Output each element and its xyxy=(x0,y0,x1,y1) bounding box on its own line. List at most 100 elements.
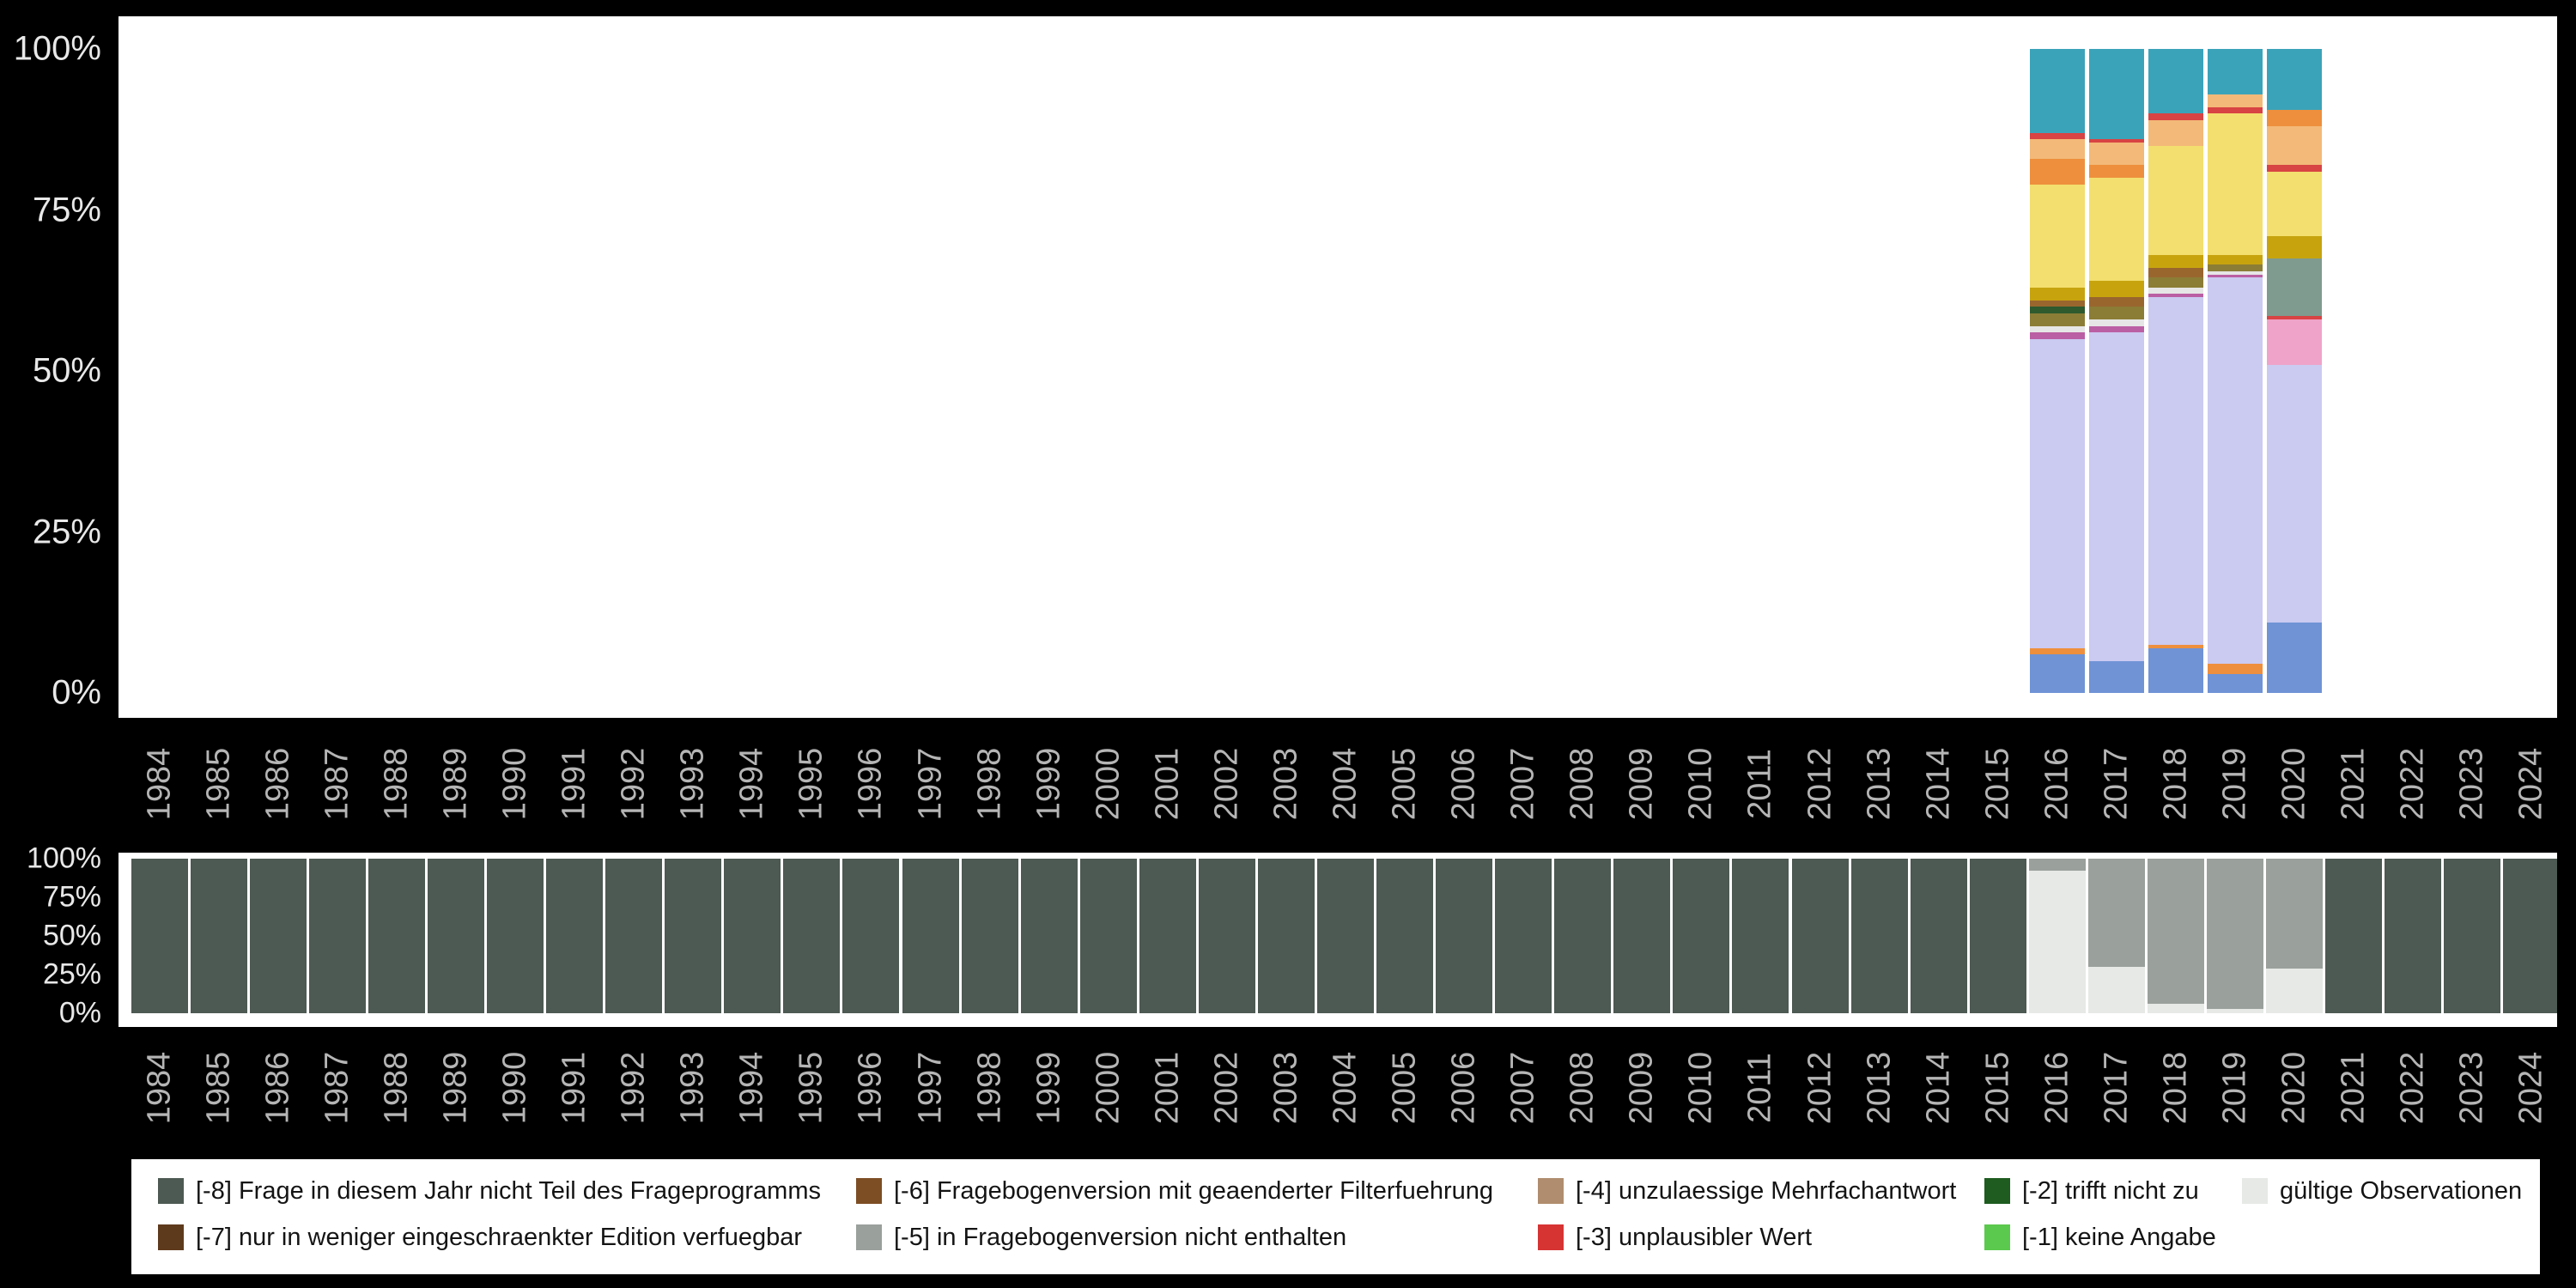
x-axis-year-label: 2023 xyxy=(2453,747,2490,821)
x-axis-year-label: 2015 xyxy=(1979,1051,2016,1125)
bar-segment--8 xyxy=(2444,859,2501,1013)
y-axis-tick-label: 25% xyxy=(32,513,101,551)
bar-segment-olive xyxy=(2029,313,2085,326)
stacked-bar-2008 xyxy=(1554,859,1612,1013)
x-axis-year-label: 2007 xyxy=(1504,747,1541,821)
bar-segment--8 xyxy=(1613,859,1671,1013)
stacked-bar-2003 xyxy=(1257,859,1315,1013)
x-axis-year-label: 2018 xyxy=(2157,747,2194,821)
x-axis-year-label: 2012 xyxy=(1801,1051,1838,1125)
bar-segment-lavender xyxy=(2148,296,2203,645)
x-axis-year-label: 1996 xyxy=(852,747,889,821)
bar-segment-teal xyxy=(2267,49,2323,111)
bar-segment--8 xyxy=(1910,859,1967,1013)
x-axis-year-label: 2010 xyxy=(1682,1051,1719,1125)
stacked-bar-2017 xyxy=(2088,49,2144,693)
stacked-bar-2018 xyxy=(2148,49,2203,693)
bar-segment-gold xyxy=(2029,287,2085,301)
x-axis-year-label: 2017 xyxy=(2098,747,2135,821)
x-axis-year-label: 1987 xyxy=(319,1051,355,1125)
x-axis-year-label: 2010 xyxy=(1682,747,1719,821)
bar-segment-yellow xyxy=(2208,113,2263,255)
bar-segment--8 xyxy=(1850,859,1908,1013)
x-axis-year-label: 2001 xyxy=(1149,747,1186,821)
stacked-bar-2015 xyxy=(1969,859,2026,1013)
chart-legend: [-8] Frage in diesem Jahr nicht Teil des… xyxy=(131,1159,2540,1274)
stacked-bar-1985 xyxy=(190,859,247,1013)
bar-segment-magenta xyxy=(2148,294,2203,297)
x-axis-year-label: 2000 xyxy=(1090,747,1127,821)
legend-item: [-5] in Fragebogenversion nicht enthalte… xyxy=(856,1223,1346,1252)
stacked-bar-1987 xyxy=(308,859,366,1013)
bar-segment--8 xyxy=(1791,859,1849,1013)
stacked-bar-1995 xyxy=(783,859,841,1013)
x-axis-year-label: 1988 xyxy=(378,1051,415,1125)
bar-segment--8 xyxy=(842,859,900,1013)
x-axis-year-label: 2024 xyxy=(2512,1051,2549,1125)
x-axis-year-label: 2004 xyxy=(1327,747,1364,821)
bar-segment-teal xyxy=(2088,49,2144,139)
bar-segment-valid xyxy=(2147,1004,2204,1013)
legend-swatch-icon xyxy=(856,1178,882,1204)
bar-segment-gold xyxy=(2088,281,2144,297)
x-axis-year-label: 2008 xyxy=(1564,747,1601,821)
bar-segment-valid xyxy=(2028,871,2086,1013)
bar-segment--5 xyxy=(2147,859,2204,1005)
x-axis-year-label: 1987 xyxy=(319,747,355,821)
legend-item: [-7] nur in weniger eingeschraenkter Edi… xyxy=(158,1223,802,1252)
bar-segment-lightgray xyxy=(2208,270,2263,275)
x-axis-year-label: 2023 xyxy=(2453,1051,2490,1125)
bar-segment-peach xyxy=(2088,142,2144,165)
bar-segment--8 xyxy=(1495,859,1552,1013)
bar-segment-valid xyxy=(2207,1008,2264,1013)
legend-swatch-icon xyxy=(856,1224,882,1250)
x-axis-year-label: 2001 xyxy=(1149,1051,1186,1125)
bar-segment-lavender xyxy=(2088,332,2144,661)
stacked-bar-1994 xyxy=(724,859,781,1013)
bar-segment-lavender xyxy=(2029,338,2085,648)
x-axis-year-label: 2013 xyxy=(1861,1051,1898,1125)
x-axis-year-label: 2020 xyxy=(2275,747,2312,821)
bar-segment--8 xyxy=(546,859,604,1013)
stacked-bar-2004 xyxy=(1317,859,1374,1013)
missings-chart-plot-area xyxy=(118,853,2557,1027)
bar-segment--8 xyxy=(427,859,484,1013)
x-axis-year-label: 2014 xyxy=(1920,1051,1957,1125)
bar-segment-lavender xyxy=(2267,364,2323,623)
bar-segment-graygreen xyxy=(2267,258,2323,317)
bar-segment--8 xyxy=(1257,859,1315,1013)
x-axis-year-label: 2019 xyxy=(2216,747,2253,821)
x-axis-year-label: 1997 xyxy=(912,747,948,821)
bar-segment-red xyxy=(2267,165,2323,172)
bar-segment-blue xyxy=(2267,622,2323,693)
x-axis-year-label: 2002 xyxy=(1208,747,1245,821)
stacked-bar-1991 xyxy=(546,859,604,1013)
y-axis-tick-label: 50% xyxy=(42,919,101,952)
bar-segment--8 xyxy=(961,859,1018,1013)
bar-segment--8 xyxy=(1079,859,1137,1013)
stacked-bar-2000 xyxy=(1079,859,1137,1013)
bar-segment--8 xyxy=(1198,859,1255,1013)
x-axis-year-label: 1990 xyxy=(496,747,533,821)
bar-segment--8 xyxy=(190,859,247,1013)
bar-segment-magenta xyxy=(2029,332,2085,339)
bar-segment-magenta xyxy=(2208,274,2263,278)
x-axis-year-label: 1997 xyxy=(912,1051,948,1125)
x-axis-year-label: 2003 xyxy=(1267,1051,1304,1125)
y-axis-tick-label: 50% xyxy=(32,351,101,390)
x-axis-year-label: 2002 xyxy=(1208,1051,1245,1125)
x-axis-year-label: 2021 xyxy=(2335,1051,2372,1125)
y-axis-tick-label: 100% xyxy=(27,841,101,875)
bar-segment-lavender xyxy=(2208,277,2263,665)
bar-segment-orange xyxy=(2029,158,2085,185)
legend-label: [-3] unplausibler Wert xyxy=(1576,1223,1813,1251)
y-axis-tick-label: 0% xyxy=(58,996,101,1030)
bar-segment-brown xyxy=(2088,296,2144,307)
legend-item: gültige Observationen xyxy=(2242,1176,2522,1206)
legend-label: gültige Observationen xyxy=(2280,1176,2523,1205)
legend-label: [-1] keine Angabe xyxy=(2022,1223,2216,1251)
bar-segment--8 xyxy=(1732,859,1789,1013)
answers-bars-region xyxy=(118,49,2557,693)
legend-label: [-5] in Fragebogenversion nicht enthalte… xyxy=(894,1223,1347,1251)
stacked-bar-2009 xyxy=(1613,859,1671,1013)
